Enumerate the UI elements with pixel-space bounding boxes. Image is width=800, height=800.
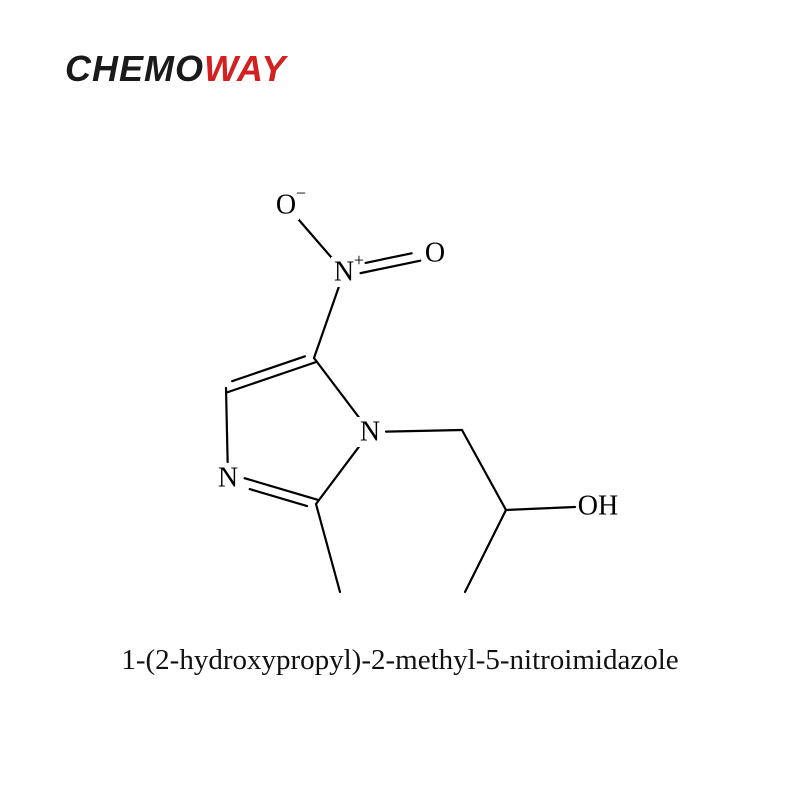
svg-text:N: N (218, 463, 238, 494)
compound-name: 1-(2-hydroxypropyl)-2-methyl-5-nitroimid… (0, 644, 800, 677)
svg-text:OH: OH (578, 491, 618, 522)
svg-text:−: − (296, 183, 306, 203)
svg-text:N: N (360, 417, 380, 448)
svg-text:O: O (425, 238, 445, 269)
svg-text:O: O (276, 190, 296, 221)
molecule-structure: NNN+O−OOH (0, 0, 800, 800)
svg-text:+: + (354, 250, 364, 270)
svg-text:N: N (334, 257, 354, 288)
